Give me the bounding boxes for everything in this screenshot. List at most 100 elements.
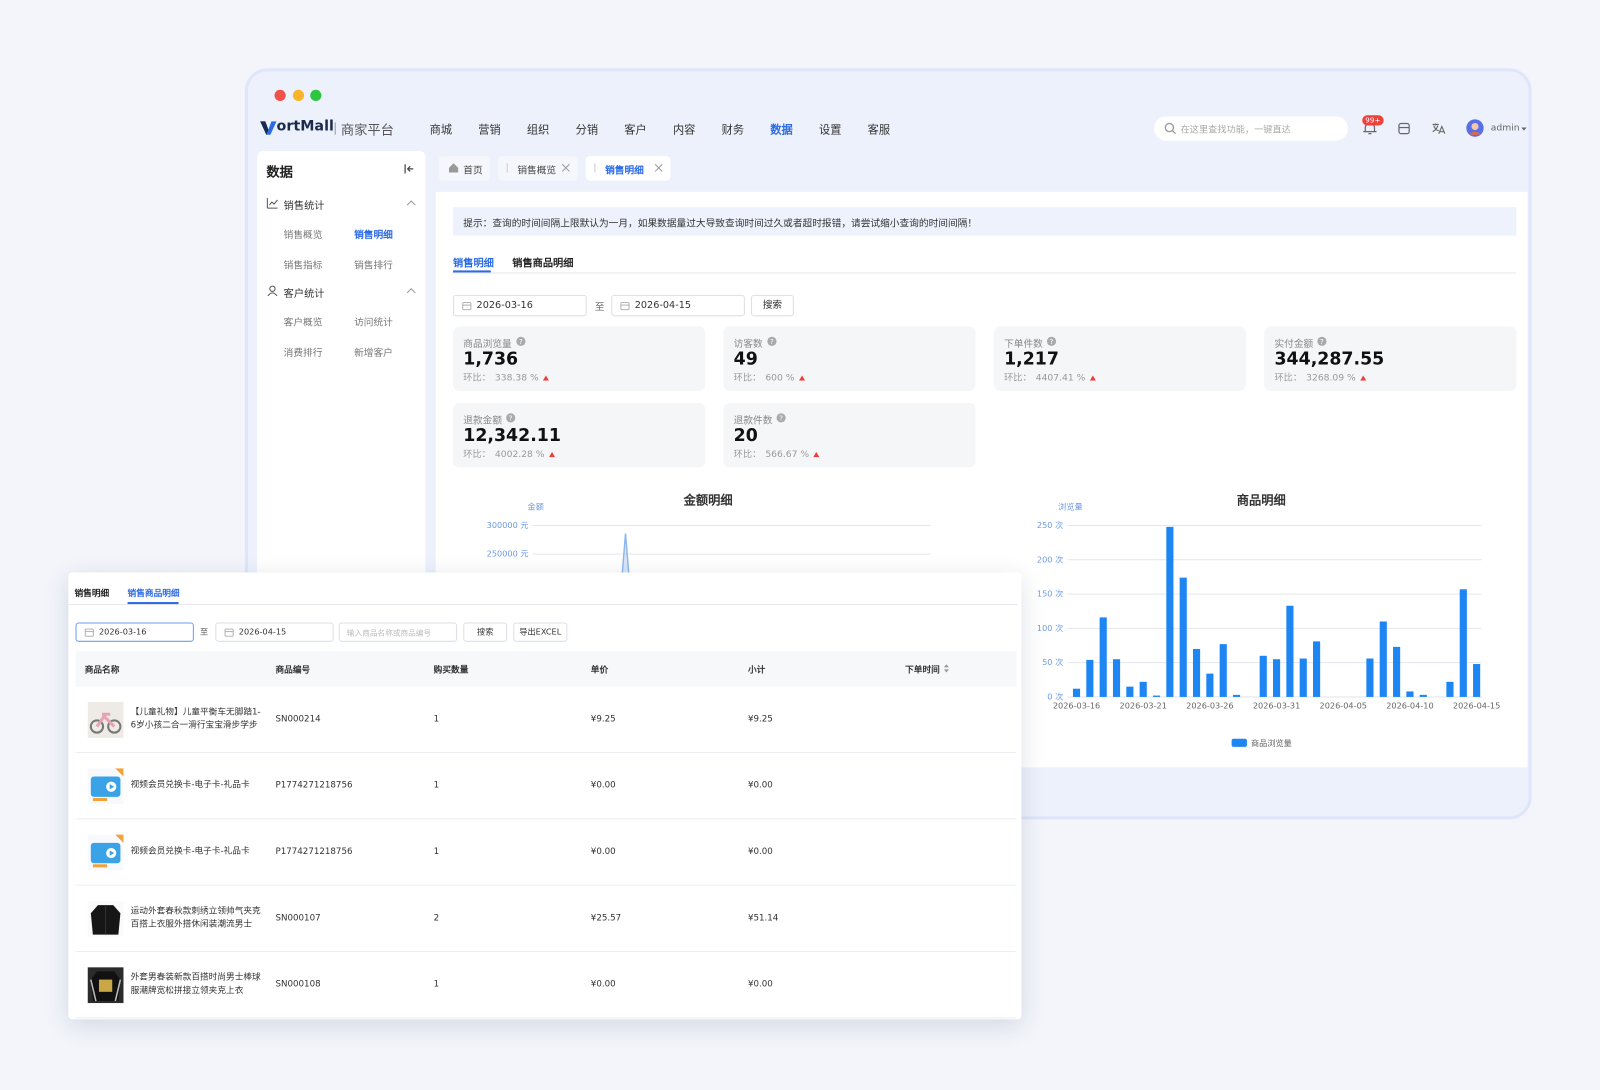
date-input[interactable]: 2026-04-15 (215, 622, 334, 642)
nav-item[interactable]: 营销 (478, 123, 501, 137)
y-tick-label: 0 次 (1047, 691, 1063, 701)
bar (1286, 605, 1294, 697)
stat-card: 下单件数? 1,217 环比： 4407.41 % (993, 326, 1246, 391)
nav-item[interactable]: 分销 (575, 123, 599, 137)
sidebar-group-title[interactable]: 客户统计 (283, 288, 325, 300)
bar (1313, 641, 1321, 697)
table-cell: ¥0.00 (590, 979, 616, 990)
product-image (87, 702, 124, 738)
stat-value: 20 (733, 425, 758, 446)
window-control[interactable] (274, 89, 286, 102)
notice: 提示：查询的时间间隔上限默认为一月，如果数据量过大导致查询时间过久或者超时报错，… (453, 207, 1517, 236)
table-cell: ¥0.00 (747, 846, 773, 858)
panel-tab[interactable]: 销售明细 (74, 588, 110, 599)
window-control[interactable] (310, 89, 322, 102)
x-tick-label: 2026-03-16 (1053, 701, 1100, 711)
stat-card: 实付金额? 344,287.55 环比： 3268.09 % (1264, 326, 1517, 391)
table-cell: 1 (433, 979, 440, 990)
help-icon: ? (767, 336, 777, 346)
x-tick-label: 2026-04-15 (1453, 701, 1500, 711)
sidebar-item[interactable]: 销售明细 (354, 229, 393, 241)
date-input[interactable]: 2026-03-16 (453, 294, 587, 317)
up-arrow (548, 452, 555, 458)
nav-item[interactable]: 客服 (867, 123, 891, 137)
stat-card: 退款件数? 20 环比： 566.67 % (723, 403, 976, 468)
user-name[interactable]: admin (1490, 123, 1520, 134)
date-value: 2026-03-16 (476, 299, 533, 311)
export-button[interactable]: 导出EXCEL (513, 622, 568, 642)
subtab[interactable]: 销售商品明细 (512, 258, 574, 270)
stat-change: 3268.09 % (1306, 373, 1356, 384)
bar (1086, 659, 1094, 697)
table-cell: 1 (433, 780, 440, 791)
keyword-input[interactable]: 输入商品名称或商品编号 (338, 622, 458, 642)
notification-badge[interactable]: 99+ (1362, 115, 1384, 126)
stat-change-label: 环比： (733, 373, 762, 384)
bar (1166, 526, 1174, 697)
svg-text:?: ? (770, 337, 774, 346)
avatar (1466, 119, 1484, 137)
subtab[interactable]: 销售明细 (453, 258, 494, 270)
product-image (87, 834, 124, 871)
sidebar-item[interactable]: 访问统计 (354, 317, 393, 329)
column-header[interactable]: 下单时间 (905, 665, 940, 676)
table-cell: ¥0.00 (747, 979, 773, 990)
sidebar-item[interactable]: 消费排行 (283, 347, 323, 360)
help-icon: ? (1317, 336, 1327, 346)
date-input[interactable]: 2026-04-15 (611, 294, 745, 317)
stat-change-row: 环比： 600 % (733, 370, 805, 384)
up-arrow (1359, 375, 1366, 381)
detail-panel: 销售明细 销售商品明细 2026-03-16 至 2026-04-15 输入商品名称或商品… (68, 572, 1022, 1020)
help-icon: ? (1046, 336, 1057, 346)
nav-item[interactable]: 商城 (429, 123, 453, 137)
column-header: 商品编号 (275, 665, 311, 676)
legend-swatch (1231, 738, 1247, 747)
date-input[interactable]: 2026-03-16 (75, 622, 194, 642)
bar (1152, 695, 1161, 697)
date-value: 2026-04-15 (634, 299, 692, 311)
table-header (75, 651, 1017, 687)
stat-change-label: 环比： (463, 449, 491, 461)
y-tick-label: 100 次 (1037, 623, 1063, 633)
column-header: 商品名称 (84, 665, 120, 676)
stat-value: 49 (733, 348, 758, 370)
stat-label: 商品浏览量 (463, 338, 512, 350)
sidebar-item[interactable]: 销售概览 (283, 229, 323, 241)
nav-item[interactable]: 财务 (721, 123, 745, 137)
page-tab[interactable]: 销售明细 (585, 156, 671, 181)
page-tab[interactable]: 首页 (438, 156, 490, 181)
bar (1192, 648, 1201, 697)
bar (1206, 673, 1214, 697)
svg-text:?: ? (779, 413, 783, 422)
stat-value: 344,287.55 (1274, 348, 1385, 370)
search-button[interactable]: 搜索 (463, 622, 508, 642)
bar (1459, 589, 1467, 697)
sidebar-item[interactable]: 销售指标 (283, 260, 323, 272)
nav-item[interactable]: 内容 (672, 123, 696, 137)
sidebar-item[interactable]: 新增客户 (354, 347, 393, 360)
window-control[interactable] (292, 89, 304, 102)
svg-text:?: ? (519, 337, 523, 346)
help-icon: ? (516, 336, 526, 346)
panel-tab[interactable]: 销售商品明细 (127, 588, 180, 599)
bar (1126, 686, 1134, 697)
sidebar-group-title[interactable]: 销售统计 (283, 201, 325, 213)
sidebar-item[interactable]: 销售排行 (354, 260, 393, 272)
nav-item[interactable]: 设置 (818, 123, 842, 137)
brand-name: ortMall (276, 118, 334, 135)
nav-item[interactable]: 数据 (770, 123, 793, 137)
table-cell: SN000108 (275, 979, 321, 990)
up-arrow (542, 375, 549, 381)
sidebar-item[interactable]: 客户概览 (283, 317, 323, 329)
search-button[interactable]: 搜索 (751, 294, 794, 317)
store-icon (1398, 122, 1410, 135)
page-tab[interactable]: 销售概览 (497, 156, 578, 181)
table-cell: P1774271218756 (275, 846, 353, 858)
search-box[interactable]: 在这里查找功能，一键直达 (1154, 116, 1348, 141)
product-image (87, 768, 124, 805)
nav-item[interactable]: 客户 (624, 123, 647, 137)
bar (1446, 681, 1454, 697)
legend-label: 商品浏览量 (1251, 738, 1292, 748)
bar (1379, 621, 1387, 697)
nav-item[interactable]: 组织 (526, 123, 550, 137)
